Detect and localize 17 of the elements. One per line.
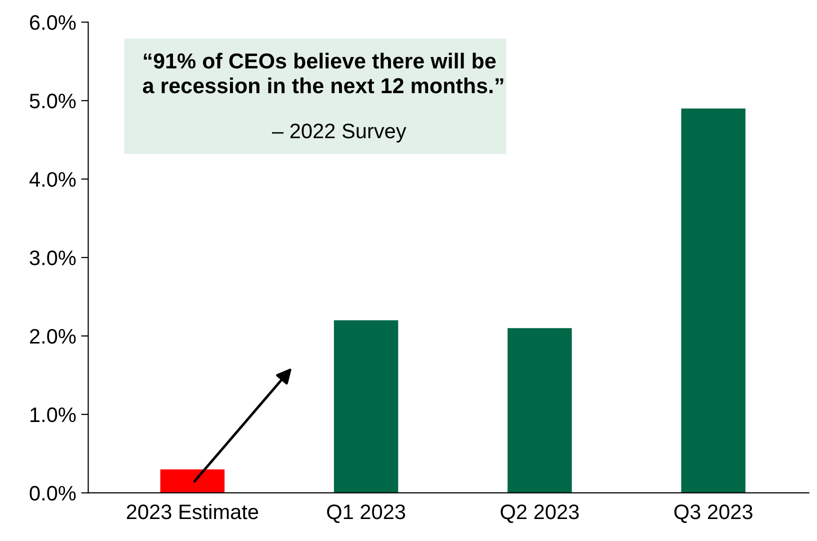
x-tick-label: 2023 Estimate bbox=[126, 504, 258, 520]
y-tick-label: 5.0% bbox=[30, 94, 76, 108]
y-tick-label: 6.0% bbox=[30, 15, 76, 30]
y-tick-label: 1.0% bbox=[30, 407, 76, 422]
y-tick-label: 4.0% bbox=[29, 172, 76, 187]
x-tick-label: Q2 2023 bbox=[500, 504, 579, 523]
bar bbox=[160, 469, 225, 493]
annotation: – 2022 Survey bbox=[272, 124, 406, 142]
y-tick-label: 3.0% bbox=[30, 250, 76, 266]
bar bbox=[508, 328, 572, 493]
x-tick-label: Q1 2023 bbox=[327, 504, 406, 523]
y-tick-label: 2.0% bbox=[30, 328, 76, 344]
bar bbox=[681, 108, 746, 493]
y-tick-label: 0.0% bbox=[30, 486, 76, 501]
x-tick-label: Q3 2023 bbox=[674, 504, 752, 523]
annotation: “91% of CEOs believe there will be a recession in the next 12 months.” bbox=[142, 52, 504, 94]
bar bbox=[334, 320, 398, 493]
